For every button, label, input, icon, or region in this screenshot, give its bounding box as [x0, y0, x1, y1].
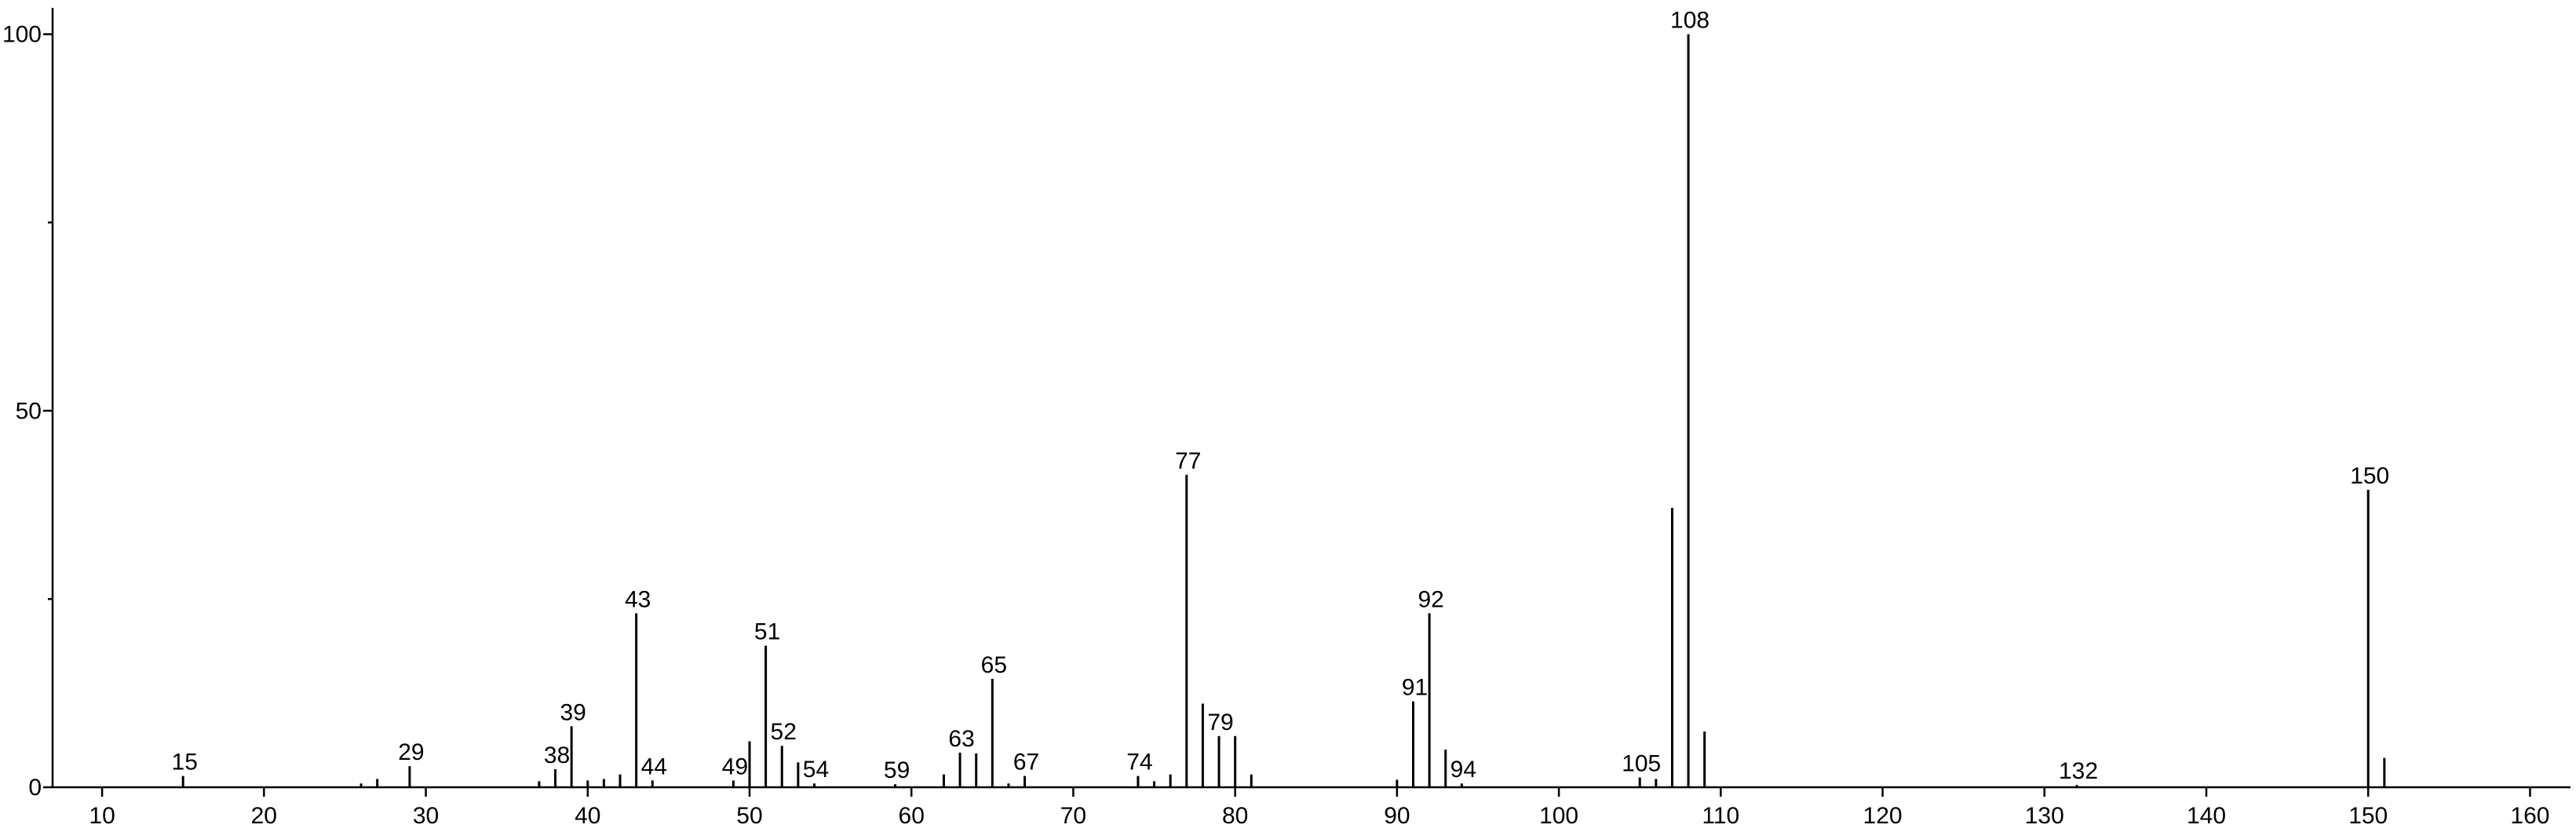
x-tick-label: 10: [89, 803, 115, 829]
x-tick-label: 60: [899, 803, 925, 829]
peak-label: 15: [172, 750, 198, 775]
x-tick-label: 70: [1060, 803, 1086, 829]
peak-label: 44: [641, 754, 667, 779]
y-tick-label: 50: [16, 398, 42, 424]
peak-label: 51: [754, 619, 780, 645]
x-tick-label: 90: [1384, 803, 1410, 829]
x-tick-label: 120: [1863, 803, 1903, 829]
peak-label: 39: [560, 699, 586, 725]
x-tick-label: 130: [2025, 803, 2064, 829]
peak-label: 29: [398, 739, 424, 765]
peak-label: 108: [1670, 8, 1709, 34]
x-tick-label: 150: [2348, 803, 2388, 829]
peak-label: 77: [1175, 448, 1201, 474]
x-tick-label: 140: [2187, 803, 2226, 829]
peak-label: 105: [1622, 751, 1661, 777]
x-tick-label: 50: [736, 803, 762, 829]
y-tick-label: 100: [2, 22, 42, 48]
peak-label: 59: [884, 757, 910, 783]
peak-label: 92: [1418, 586, 1443, 612]
peak-label: 94: [1450, 757, 1476, 783]
peak-label: 65: [981, 652, 1007, 678]
x-tick-label: 160: [2510, 803, 2549, 829]
peak-label: 74: [1126, 750, 1152, 775]
peak-label: 63: [948, 726, 974, 752]
x-tick-label: 110: [1702, 803, 1739, 829]
peak-label: 150: [2350, 463, 2389, 489]
peak-label: 91: [1402, 675, 1428, 701]
x-tick-label: 40: [575, 803, 600, 829]
peak-label: 38: [544, 743, 570, 768]
y-tick-label: 0: [28, 775, 42, 801]
x-tick-label: 30: [413, 803, 439, 829]
peak-label: 54: [803, 757, 829, 783]
peak-label: 43: [625, 586, 651, 612]
x-tick-label: 20: [251, 803, 277, 829]
x-tick-label: 80: [1222, 803, 1248, 829]
peak-label: 132: [2059, 758, 2098, 784]
peak-label: 79: [1207, 710, 1233, 735]
x-tick-label: 100: [1539, 803, 1578, 829]
peak-label: 49: [722, 754, 748, 779]
peak-label: 52: [771, 719, 797, 745]
peak-label: 67: [1013, 750, 1039, 775]
